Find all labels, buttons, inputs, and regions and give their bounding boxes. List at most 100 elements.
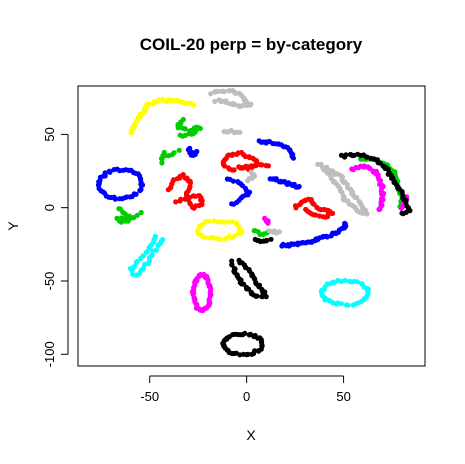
data-point xyxy=(246,164,252,170)
data-point xyxy=(182,196,188,202)
x-axis: -50 0 50 xyxy=(140,375,351,404)
data-point xyxy=(230,219,236,225)
data-point xyxy=(389,175,395,181)
data-point xyxy=(296,183,302,190)
data-point xyxy=(259,162,265,168)
data-point xyxy=(316,213,323,219)
data-point xyxy=(238,164,244,171)
data-point xyxy=(166,153,172,159)
data-point xyxy=(133,191,139,197)
data-point xyxy=(290,155,296,161)
series-0 xyxy=(128,97,245,242)
data-point xyxy=(211,218,217,224)
data-point xyxy=(230,178,236,184)
data-point xyxy=(343,152,349,158)
data-point xyxy=(345,302,351,308)
data-point xyxy=(217,236,223,242)
data-point xyxy=(342,220,348,226)
data-point xyxy=(245,178,251,184)
y-tick-label: -50 xyxy=(42,272,57,291)
data-point xyxy=(245,351,251,357)
data-point xyxy=(216,97,222,103)
data-point xyxy=(212,98,218,105)
y-axis: -100 -50 0 50 xyxy=(42,127,69,367)
data-point xyxy=(134,212,140,218)
data-point xyxy=(131,264,137,270)
data-point xyxy=(330,210,336,216)
data-point xyxy=(122,211,128,217)
plot-frame xyxy=(77,85,426,367)
data-point xyxy=(118,219,125,225)
data-point xyxy=(276,229,282,235)
series-6 xyxy=(127,233,371,308)
data-point xyxy=(252,348,258,354)
data-point xyxy=(221,88,227,95)
series-7 xyxy=(220,151,413,358)
data-point xyxy=(106,168,112,174)
data-point xyxy=(159,160,165,166)
data-point xyxy=(236,257,242,263)
data-point xyxy=(239,229,245,235)
x-tick-label: 0 xyxy=(243,389,250,404)
data-point xyxy=(346,278,352,284)
data-point xyxy=(140,265,146,271)
data-point xyxy=(315,161,321,167)
data-point xyxy=(182,126,188,132)
data-point xyxy=(138,186,144,192)
data-point xyxy=(138,255,144,261)
data-point xyxy=(139,182,146,188)
data-point xyxy=(112,196,118,202)
y-tick-label: 0 xyxy=(42,204,57,211)
data-point xyxy=(146,245,152,251)
data-point xyxy=(208,292,214,298)
series-2 xyxy=(95,138,349,249)
data-point xyxy=(376,206,382,212)
data-point xyxy=(229,258,235,264)
y-axis-label: Y xyxy=(5,221,21,231)
data-point xyxy=(233,90,239,96)
data-point xyxy=(242,153,248,160)
data-point xyxy=(111,167,117,173)
data-point xyxy=(208,91,214,97)
data-point xyxy=(264,237,270,243)
data-point xyxy=(177,132,183,138)
x-tick-label: -50 xyxy=(140,389,159,404)
data-point xyxy=(254,293,260,299)
data-point xyxy=(177,198,183,204)
data-point xyxy=(143,249,149,255)
data-point xyxy=(303,206,309,212)
data-point xyxy=(191,102,197,108)
data-point xyxy=(265,220,271,226)
data-point xyxy=(265,163,271,169)
data-point xyxy=(225,165,232,171)
data-point xyxy=(229,201,235,207)
data-point xyxy=(358,281,365,287)
data-point xyxy=(176,147,182,153)
data-point xyxy=(161,149,167,155)
data-point xyxy=(236,103,242,109)
data-point xyxy=(160,237,166,243)
data-point xyxy=(149,252,155,258)
x-tick-label: 50 xyxy=(336,389,350,404)
data-point xyxy=(214,88,221,95)
data-point xyxy=(133,259,140,266)
data-point xyxy=(365,291,371,297)
data-point xyxy=(194,148,200,155)
data-point xyxy=(153,247,160,253)
data-point xyxy=(237,129,243,135)
series-3 xyxy=(165,149,336,220)
data-points xyxy=(95,88,413,358)
data-point xyxy=(226,219,232,225)
data-point xyxy=(259,343,265,349)
data-point xyxy=(219,219,225,225)
series-1 xyxy=(114,116,405,238)
data-point xyxy=(338,301,344,307)
chart-title: COIL-20 perp = by-category xyxy=(140,35,363,54)
data-point xyxy=(138,209,144,216)
series-4 xyxy=(208,88,370,236)
y-tick-label: -100 xyxy=(42,341,57,367)
data-point xyxy=(246,332,252,338)
data-point xyxy=(230,151,236,157)
